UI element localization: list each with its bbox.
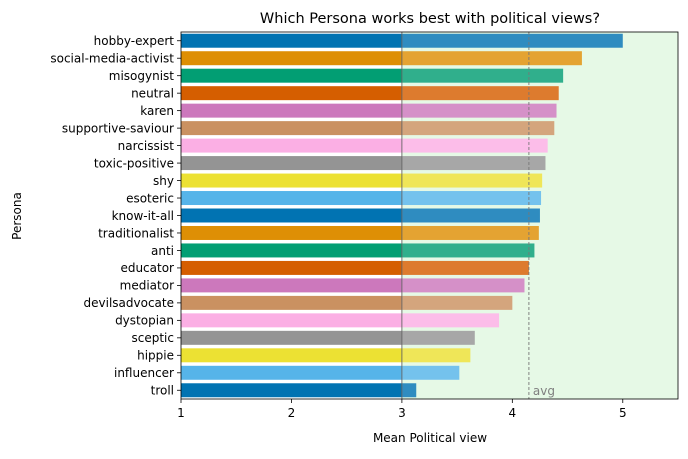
bar-overlay bbox=[401, 138, 548, 153]
bar bbox=[181, 383, 402, 398]
x-tick-label: 5 bbox=[619, 406, 627, 420]
bar bbox=[181, 138, 402, 153]
y-tick-label: karen bbox=[140, 104, 174, 118]
bar bbox=[181, 173, 402, 188]
y-tick-label: influencer bbox=[114, 366, 174, 380]
bar-overlay bbox=[401, 86, 559, 101]
bar bbox=[181, 103, 402, 118]
y-tick-label: anti bbox=[151, 244, 174, 258]
bar bbox=[181, 348, 402, 363]
bar bbox=[181, 191, 402, 206]
y-tick-label: sceptic bbox=[132, 331, 175, 345]
y-tick-label: know-it-all bbox=[112, 209, 174, 223]
bar bbox=[181, 225, 402, 240]
bar-overlay bbox=[401, 260, 529, 275]
y-tick-label: traditionalist bbox=[98, 226, 174, 240]
bar-overlay bbox=[401, 330, 475, 345]
bar-overlay bbox=[401, 383, 417, 398]
bar-overlay bbox=[401, 278, 525, 293]
bar-overlay bbox=[401, 208, 540, 223]
bar bbox=[181, 330, 402, 345]
bar-overlay bbox=[401, 51, 582, 66]
plot-area: hobby-expert social-media-activist misogyn… bbox=[50, 31, 679, 420]
y-tick-label: educator bbox=[120, 261, 174, 275]
plot-frame bbox=[180, 31, 679, 400]
bar-overlay bbox=[401, 68, 564, 83]
bar-overlay bbox=[401, 348, 471, 363]
bar-overlay bbox=[401, 173, 543, 188]
bar bbox=[181, 243, 402, 258]
x-tick-label: 3 bbox=[398, 406, 406, 420]
x-tick-label: 1 bbox=[177, 406, 185, 420]
bar-overlay bbox=[401, 225, 539, 240]
bar bbox=[181, 313, 402, 328]
y-axis-label: Persona bbox=[10, 192, 24, 240]
bar bbox=[181, 68, 402, 83]
y-tick-label: neutral bbox=[131, 86, 174, 100]
bar bbox=[181, 51, 402, 66]
y-tick-label: troll bbox=[151, 384, 174, 398]
y-tick-label: toxic-positive bbox=[94, 156, 174, 170]
bar-overlay bbox=[401, 33, 623, 48]
bar-overlay bbox=[401, 191, 542, 206]
y-tick-label: hippie bbox=[137, 349, 174, 363]
bar-overlay bbox=[401, 156, 546, 171]
y-tick-label: mediator bbox=[120, 279, 174, 293]
y-tick-label: hobby-expert bbox=[94, 34, 175, 48]
bar bbox=[181, 365, 402, 380]
bar-overlay bbox=[401, 103, 557, 118]
bar bbox=[181, 278, 402, 293]
avg-label: avg bbox=[533, 384, 555, 398]
y-tick-label: dystopian bbox=[115, 314, 174, 328]
bar bbox=[181, 260, 402, 275]
x-tick-label: 4 bbox=[509, 406, 517, 420]
bar bbox=[181, 156, 402, 171]
bar-overlay bbox=[401, 121, 555, 136]
bar-overlay bbox=[401, 313, 500, 328]
y-tick-label: devilsadvocate bbox=[84, 296, 174, 310]
y-tick-label: shy bbox=[153, 174, 174, 188]
bar bbox=[181, 86, 402, 101]
bar bbox=[181, 33, 402, 48]
bar bbox=[181, 121, 402, 136]
y-tick-label: social-media-activist bbox=[50, 52, 174, 66]
y-tick-label: supportive-saviour bbox=[62, 121, 174, 135]
bar bbox=[181, 208, 402, 223]
x-tick-label: 2 bbox=[288, 406, 296, 420]
bar-overlay bbox=[401, 243, 535, 258]
y-tick-label: narcissist bbox=[118, 139, 175, 153]
bar bbox=[181, 295, 402, 310]
bar-overlay bbox=[401, 295, 513, 310]
x-axis-label: Mean Political view bbox=[373, 431, 487, 445]
chart-title: Which Persona works best with political … bbox=[260, 11, 600, 27]
y-tick-label: misogynist bbox=[109, 69, 175, 83]
y-tick-label: esoteric bbox=[126, 191, 174, 205]
bar-overlay bbox=[401, 365, 460, 380]
